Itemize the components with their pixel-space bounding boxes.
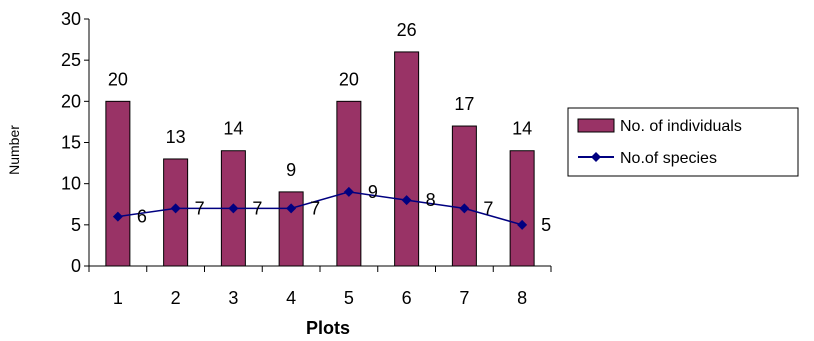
bars-layer bbox=[105, 51, 535, 267]
bar-1 bbox=[105, 100, 131, 267]
x-tick-label-1: 1 bbox=[113, 288, 123, 308]
species-marker-2 bbox=[170, 203, 181, 214]
species-value-label-3: 7 bbox=[252, 198, 262, 218]
bar-value-label-5: 20 bbox=[339, 69, 359, 89]
bar-4 bbox=[278, 191, 304, 267]
x-tick-label-5: 5 bbox=[344, 288, 354, 308]
bar-7 bbox=[451, 125, 477, 267]
species-value-label-5: 9 bbox=[368, 182, 378, 202]
bar-value-label-3: 14 bbox=[223, 119, 243, 139]
bar-8 bbox=[509, 150, 535, 267]
bar-value-label-4: 9 bbox=[286, 160, 296, 180]
species-marker-8 bbox=[517, 219, 528, 230]
species-value-label-4: 7 bbox=[310, 198, 320, 218]
species-value-label-6: 8 bbox=[426, 190, 436, 210]
y-tick-label-30: 30 bbox=[61, 9, 81, 29]
bar-6 bbox=[394, 51, 420, 267]
species-value-label-2: 7 bbox=[195, 198, 205, 218]
legend: No. of individuals No.of species bbox=[567, 107, 799, 177]
x-tick-label-3: 3 bbox=[228, 288, 238, 308]
species-marker-7 bbox=[459, 203, 470, 214]
y-tick-label-10: 10 bbox=[61, 174, 81, 194]
bar-5 bbox=[336, 100, 362, 267]
x-tick-label-4: 4 bbox=[286, 288, 296, 308]
legend-label-species: No.of species bbox=[620, 150, 717, 167]
line-layer bbox=[112, 186, 528, 230]
bar-value-label-2: 13 bbox=[166, 127, 186, 147]
x-axis-title: Plots bbox=[306, 318, 350, 338]
legend-bar-swatch bbox=[577, 118, 615, 133]
y-tick-label-15: 15 bbox=[61, 133, 81, 153]
y-axis-title: Number bbox=[6, 125, 22, 175]
x-tick-label-2: 2 bbox=[171, 288, 181, 308]
species-marker-1 bbox=[112, 211, 123, 222]
x-tick-label-6: 6 bbox=[402, 288, 412, 308]
axes-layer: 0 5 10 15 20 25 30 1 2 3 4 5 6 7 8 bbox=[61, 9, 552, 308]
species-value-label-8: 5 bbox=[541, 215, 551, 235]
species-marker-3 bbox=[228, 203, 239, 214]
species-value-label-1: 6 bbox=[137, 207, 147, 227]
species-marker-5 bbox=[343, 186, 354, 197]
bar-value-label-1: 20 bbox=[108, 69, 128, 89]
legend-diamond-marker bbox=[591, 152, 601, 162]
legend-label-individuals: No. of individuals bbox=[620, 118, 742, 135]
bar-value-label-7: 17 bbox=[454, 94, 474, 114]
x-tick-label-8: 8 bbox=[517, 288, 527, 308]
y-tick-label-20: 20 bbox=[61, 91, 81, 111]
bar-value-label-8: 14 bbox=[512, 119, 532, 139]
species-value-label-7: 7 bbox=[483, 198, 493, 218]
bar-value-label-6: 26 bbox=[397, 20, 417, 40]
x-tick-label-7: 7 bbox=[459, 288, 469, 308]
y-tick-label-0: 0 bbox=[71, 256, 81, 276]
species-marker-6 bbox=[401, 195, 412, 206]
y-tick-label-5: 5 bbox=[71, 215, 81, 235]
species-marker-4 bbox=[286, 203, 297, 214]
y-tick-label-25: 25 bbox=[61, 50, 81, 70]
species-line bbox=[117, 191, 523, 226]
